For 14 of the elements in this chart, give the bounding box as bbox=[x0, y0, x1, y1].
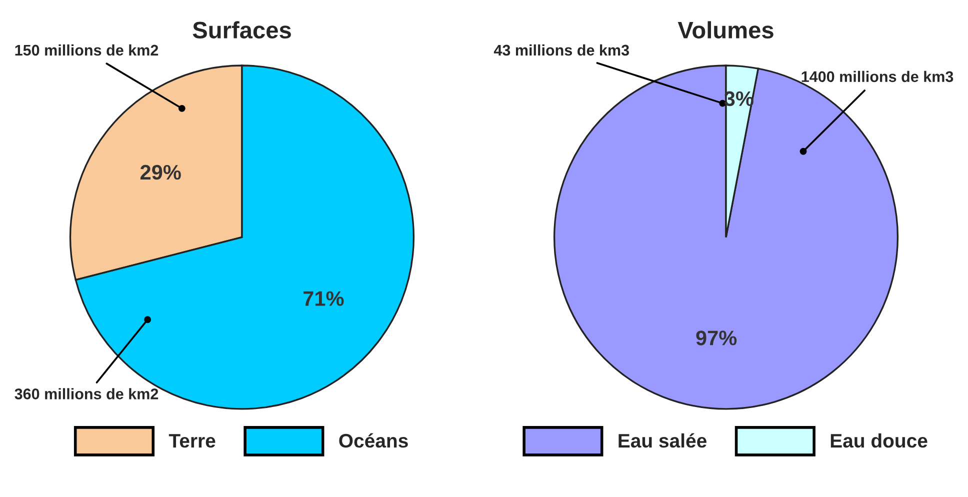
data-label: 71% bbox=[303, 291, 344, 306]
legend-label: Eau salée bbox=[618, 433, 706, 448]
chart-title: Surfaces bbox=[192, 21, 291, 39]
text: 360 millions de km2 bbox=[14, 388, 158, 400]
legend-label: Océans bbox=[339, 433, 408, 448]
legend-label: Eau douce bbox=[830, 433, 928, 448]
data-label: 29% bbox=[140, 164, 181, 180]
text: 43 millions de km3 bbox=[494, 44, 629, 56]
pie-slice bbox=[553, 64, 899, 410]
chart-title: Volumes bbox=[678, 21, 774, 39]
data-label: 97% bbox=[696, 330, 737, 346]
text: 1400 millions de km3 bbox=[802, 70, 954, 82]
text: 150 millions de km2 bbox=[15, 44, 158, 56]
legend-label: Terre bbox=[168, 434, 216, 448]
